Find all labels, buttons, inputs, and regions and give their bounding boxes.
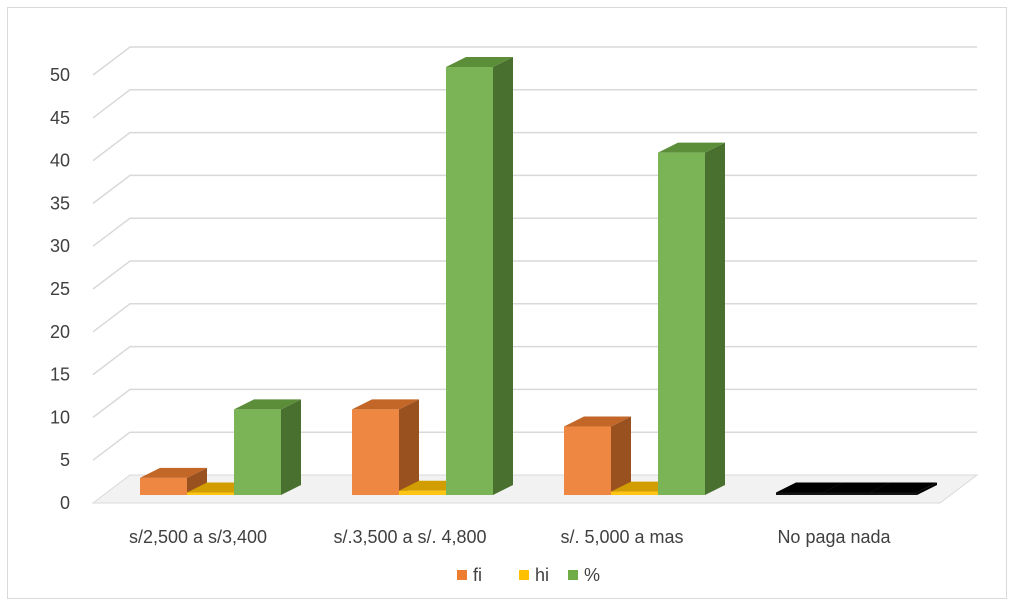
bar-side bbox=[281, 399, 301, 495]
legend-swatch bbox=[457, 570, 467, 580]
y-tick-label: 30 bbox=[50, 236, 70, 256]
bar-top bbox=[823, 482, 890, 493]
legend-label: % bbox=[584, 565, 600, 585]
bar-side bbox=[705, 142, 725, 495]
bar-fi bbox=[564, 416, 631, 495]
bar-side bbox=[917, 482, 937, 495]
bar-top bbox=[234, 399, 301, 410]
bar-fi bbox=[140, 467, 207, 495]
legend-swatch bbox=[568, 570, 578, 580]
y-tick-label: 10 bbox=[50, 407, 70, 427]
bar-front bbox=[399, 490, 446, 495]
x-axis-categories: s/2,500 a s/3,400 s/.3,500 a s/. 4,800 s/.… bbox=[129, 527, 892, 547]
legend-label: fi bbox=[473, 565, 482, 585]
bar-top bbox=[870, 482, 937, 493]
y-tick-label: 40 bbox=[50, 151, 70, 171]
bar-fi bbox=[352, 399, 419, 495]
gridline bbox=[92, 303, 977, 333]
gridline bbox=[92, 174, 977, 204]
bar-top bbox=[564, 416, 631, 427]
y-tick-label: 25 bbox=[50, 279, 70, 299]
y-tick-label: 0 bbox=[60, 493, 70, 513]
gridline bbox=[92, 431, 977, 461]
chart-floor bbox=[91, 474, 979, 504]
legend: fi hi% bbox=[457, 565, 600, 585]
y-tick-label: 50 bbox=[50, 65, 70, 85]
legend-item: hi bbox=[519, 565, 549, 585]
bar-front bbox=[564, 426, 611, 495]
bars bbox=[140, 57, 937, 495]
bar-front bbox=[352, 409, 399, 495]
legend-label: hi bbox=[535, 565, 549, 585]
y-tick-label: 5 bbox=[60, 450, 70, 470]
legend-swatch bbox=[519, 570, 529, 580]
bar-side bbox=[611, 416, 631, 495]
gridline bbox=[92, 388, 977, 418]
bar-top bbox=[352, 399, 419, 410]
x-category-label: s/. 5,000 a mas bbox=[560, 527, 683, 547]
bar-front bbox=[446, 67, 493, 495]
floor-plane bbox=[91, 474, 979, 504]
bar-side bbox=[399, 399, 419, 495]
bar-front bbox=[776, 492, 823, 495]
y-tick-label: 35 bbox=[50, 193, 70, 213]
bar-front bbox=[234, 409, 281, 495]
gridline bbox=[92, 260, 977, 290]
bar-front bbox=[611, 491, 658, 495]
x-category-label: No paga nada bbox=[777, 527, 891, 547]
bar-front bbox=[140, 477, 187, 495]
y-tick-label: 15 bbox=[50, 365, 70, 385]
bar-top bbox=[658, 142, 725, 153]
bar-side bbox=[187, 467, 207, 495]
gridline bbox=[92, 217, 977, 247]
y-tick-label: 45 bbox=[50, 108, 70, 128]
bar-pct bbox=[658, 142, 725, 495]
y-axis-ticks: 0 5 10 15 20 25 30 35 40 45 50 bbox=[50, 65, 70, 513]
gridline bbox=[92, 131, 977, 162]
bar-front bbox=[823, 492, 870, 495]
gridline bbox=[92, 345, 977, 376]
bar-side bbox=[493, 57, 513, 495]
x-category-label: s/2,500 a s/3,400 bbox=[129, 527, 267, 547]
gridlines bbox=[92, 46, 977, 461]
bar-top bbox=[446, 57, 513, 67]
legend-item: % bbox=[568, 565, 600, 585]
y-tick-label: 20 bbox=[50, 322, 70, 342]
x-category-label: s/.3,500 a s/. 4,800 bbox=[333, 527, 486, 547]
bar-front bbox=[658, 152, 705, 495]
bar-front bbox=[870, 492, 917, 495]
bar-pct bbox=[234, 399, 301, 495]
gridline bbox=[92, 89, 977, 119]
bar-top bbox=[776, 482, 843, 493]
bar-front bbox=[187, 492, 234, 495]
legend-item: fi bbox=[457, 565, 482, 585]
bar-pct bbox=[870, 482, 937, 495]
bar-top bbox=[140, 467, 207, 478]
bar-pct bbox=[446, 57, 513, 495]
gridline bbox=[92, 46, 977, 76]
